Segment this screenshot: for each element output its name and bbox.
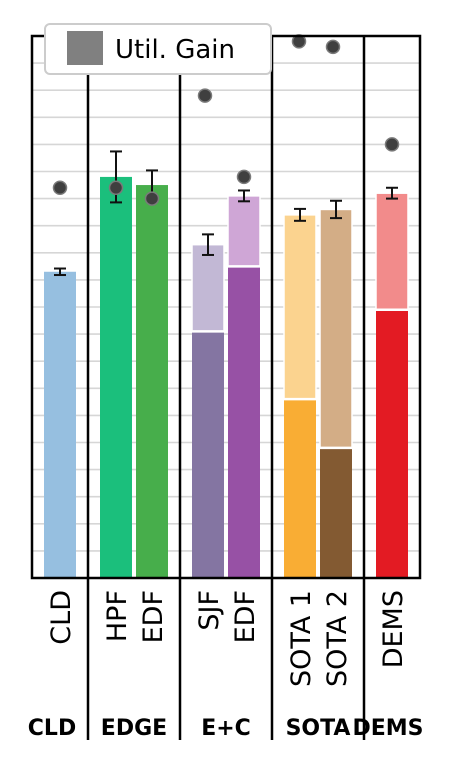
- bar-segment: [376, 309, 408, 578]
- bar-segment: [136, 185, 168, 579]
- gridlines: [32, 62, 420, 552]
- group-label: E+C: [201, 716, 251, 741]
- bar-segment: [44, 271, 76, 578]
- group-label: SOTA: [286, 716, 351, 741]
- bar-segment: [100, 176, 132, 579]
- legend-swatch: [67, 31, 103, 65]
- tick-label: EDF: [230, 590, 261, 643]
- legend-label: Util. Gain: [115, 35, 235, 65]
- util-gain-point: [236, 169, 252, 185]
- tick-label: DEMS: [378, 590, 409, 668]
- group-label: DEMS: [352, 716, 423, 741]
- bar-segment: [320, 447, 352, 578]
- bar-segment: [283, 214, 317, 400]
- legend: Util. Gain: [44, 23, 272, 75]
- bar-segment: [227, 195, 261, 268]
- tick-label: SJF: [194, 590, 225, 631]
- group-label: EDGE: [101, 716, 167, 741]
- bar-segment: [191, 243, 225, 333]
- tick-label: HPF: [102, 590, 133, 642]
- bar-segment: [228, 266, 260, 578]
- bar-segment: [319, 208, 353, 449]
- bar-segment: [284, 399, 316, 578]
- group-labels: CLD EDGE E+C SOTA DEMS: [28, 716, 424, 741]
- tick-label: CLD: [46, 590, 77, 645]
- util-gain-point: [108, 180, 124, 196]
- bars: [44, 150, 409, 579]
- tick-label: SOTA 1: [286, 590, 317, 687]
- tick-label: SOTA 2: [322, 590, 353, 687]
- util-gain-point: [52, 180, 68, 196]
- util-gain-point: [144, 191, 160, 206]
- bar-segment: [375, 192, 409, 311]
- tick-labels: CLD HPF EDF SJF EDF SOTA 1 SOTA 2 DEMS: [46, 590, 409, 687]
- tick-label: EDF: [138, 590, 169, 643]
- util-gain-points: [52, 34, 400, 206]
- bar-segment: [192, 331, 224, 578]
- group-label: CLD: [28, 716, 76, 741]
- util-gain-point: [325, 39, 341, 55]
- util-gain-point: [384, 137, 400, 152]
- util-gain-point: [197, 88, 213, 103]
